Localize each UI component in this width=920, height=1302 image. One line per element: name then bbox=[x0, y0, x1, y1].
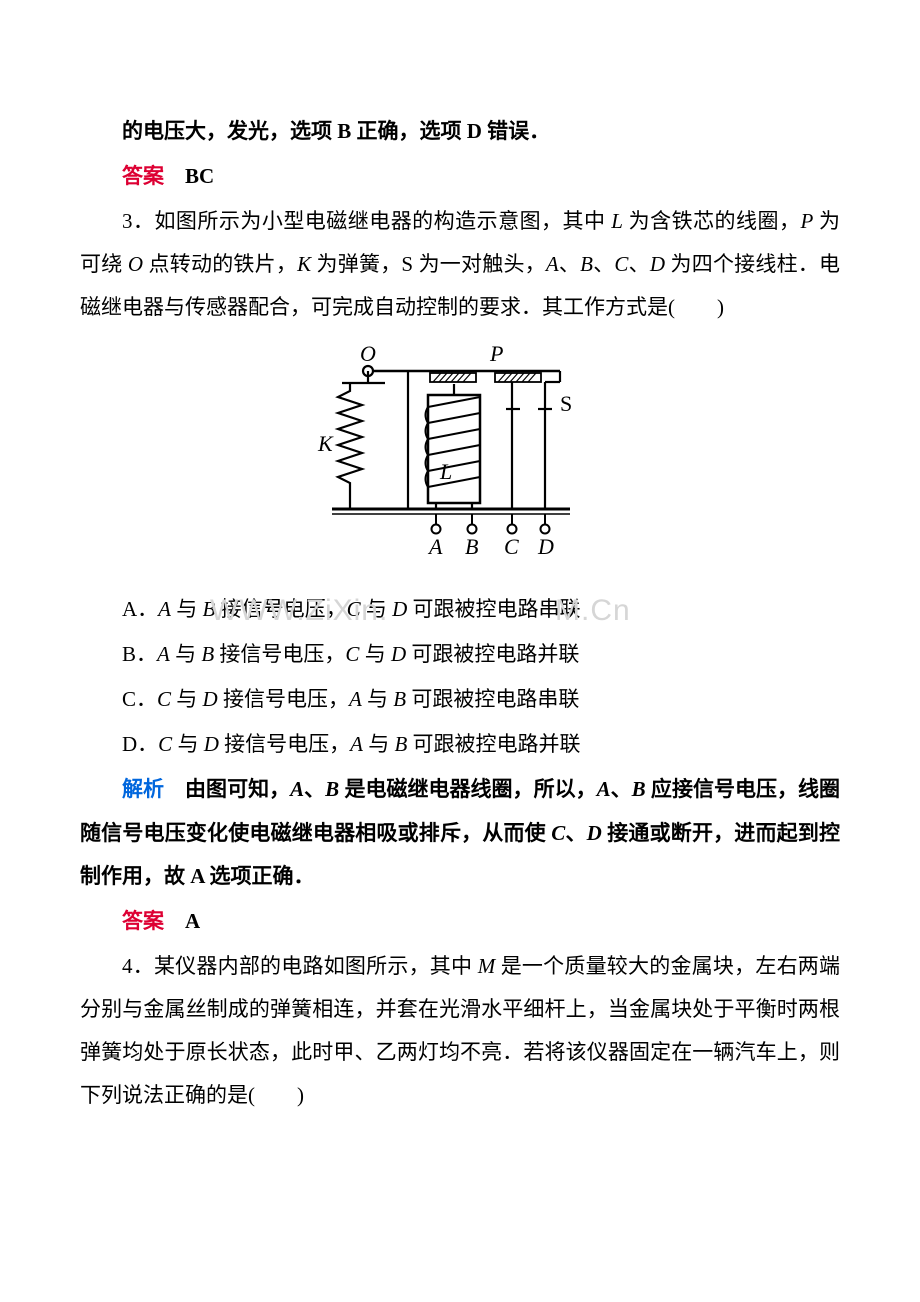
label-P: P bbox=[489, 341, 503, 366]
analysis-label: 解析 bbox=[122, 777, 185, 801]
q3-analysis: 解析 由图可知，A、B 是电磁继电器线圈，所以，A、B 应接信号电压，线圈随信号… bbox=[80, 768, 840, 897]
q3-option-d: D．C 与 D 接信号电压，A 与 B 可跟被控电路并联 bbox=[80, 723, 840, 766]
label-A: A bbox=[427, 534, 443, 559]
question-4-stem: 4．某仪器内部的电路如图所示，其中 M 是一个质量较大的金属块，左右两端分别与金… bbox=[80, 945, 840, 1117]
question-3-figure: O P K bbox=[80, 339, 840, 584]
answer-3-value: A bbox=[185, 909, 200, 933]
answer-2-value: BC bbox=[185, 164, 214, 188]
relay-diagram: O P K bbox=[310, 339, 610, 569]
hatch-block-1 bbox=[430, 373, 476, 382]
hatch-block-2 bbox=[495, 373, 541, 382]
answer-2-label: 答案 bbox=[122, 164, 185, 188]
answer-3-label: 答案 bbox=[122, 909, 185, 933]
q3-option-b: B．A 与 B 接信号电压，C 与 D 可跟被控电路并联 bbox=[80, 633, 840, 676]
question-3-stem: 3．如图所示为小型电磁继电器的构造示意图，其中 L 为含铁芯的线圈，P 为可绕 … bbox=[80, 200, 840, 329]
answer-2: 答案 BC bbox=[80, 155, 840, 198]
label-O: O bbox=[360, 341, 376, 366]
label-S: S bbox=[560, 391, 572, 416]
fragment-line-1: 的电压大，发光，选项 B 正确，选项 D 错误． bbox=[80, 110, 840, 153]
label-K: K bbox=[317, 431, 334, 456]
q3-option-c: C．C 与 D 接信号电压，A 与 B 可跟被控电路串联 bbox=[80, 678, 840, 721]
label-B: B bbox=[465, 534, 478, 559]
q3-option-a: A．A 与 B 接信号电压，C 与 D 可跟被控电路串联 bbox=[80, 588, 840, 631]
answer-3: 答案 A bbox=[80, 900, 840, 943]
label-L: L bbox=[439, 459, 452, 484]
label-C: C bbox=[504, 534, 519, 559]
label-D: D bbox=[537, 534, 554, 559]
